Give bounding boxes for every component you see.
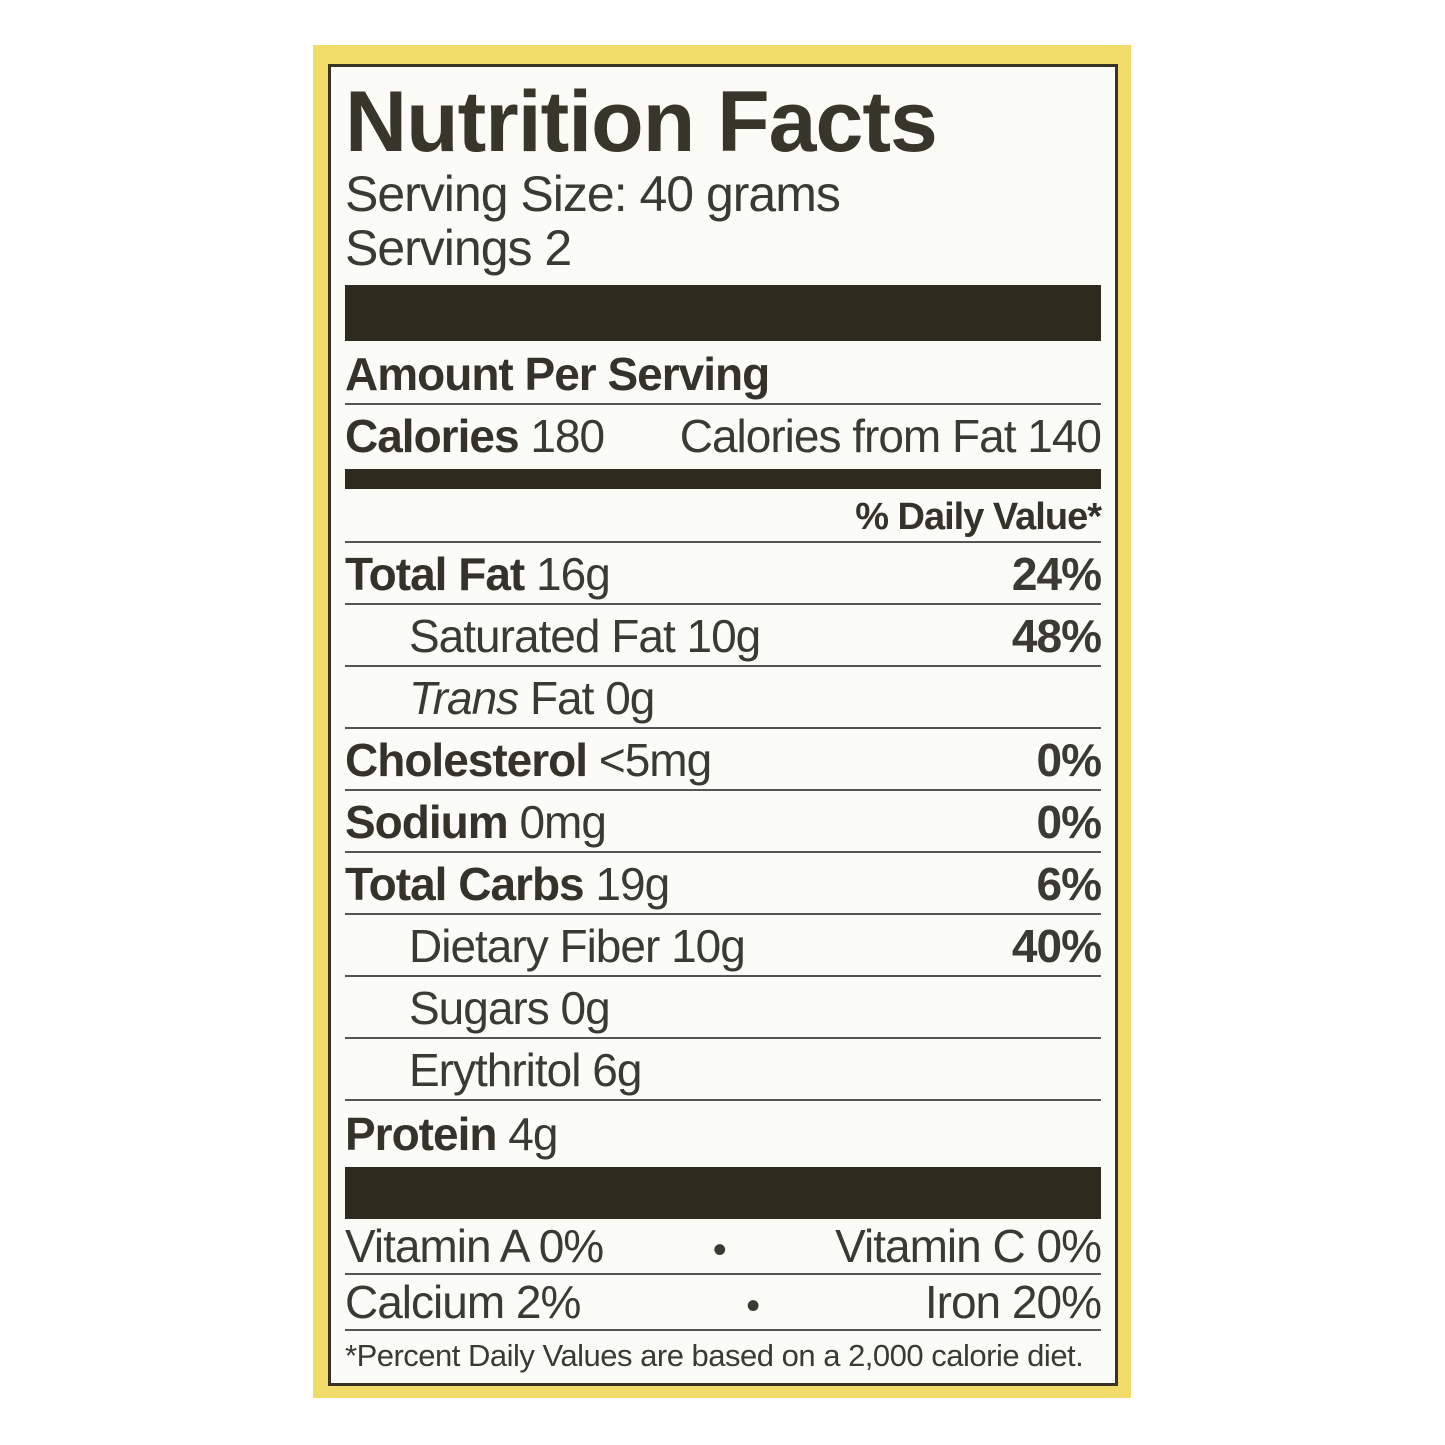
mineral-row: Calcium 2% • Iron 20%	[345, 1275, 1102, 1331]
medium-divider	[345, 469, 1101, 489]
nutrition-facts-label: Nutrition Facts Serving Size: 40 grams S…	[328, 64, 1118, 1386]
nutrient-amount: 19g	[595, 858, 670, 910]
footnote: *Percent Daily Values are based on a 2,0…	[345, 1338, 1084, 1373]
nutrient-row-dietary-fiber: Dietary Fiber 10g 40%	[345, 915, 1102, 977]
calories-label: Calories	[345, 410, 520, 462]
bullet-separator: •	[746, 1284, 760, 1328]
nutrient-row-total-fat: Total Fat 16g 24%	[345, 543, 1102, 605]
nutrient-amount: 16g	[536, 548, 611, 600]
nutrient-label: Saturated Fat	[409, 610, 676, 662]
amount-per-serving: Amount Per Serving	[345, 341, 1101, 405]
bullet-separator: •	[712, 1228, 727, 1272]
nutrient-row-cholesterol: Cholesterol <5mg 0%	[345, 729, 1102, 791]
nutrient-amount: <5mg	[598, 734, 712, 786]
calories-from-fat-label: Calories from Fat	[679, 410, 1017, 462]
nutrient-amount: 6g	[592, 1044, 642, 1096]
nutrient-label: Dietary Fiber	[409, 920, 660, 972]
nutrient-amount: 0mg	[519, 796, 606, 848]
nutrient-dv: 0%	[1036, 796, 1102, 848]
nutrient-row-protein: Protein 4g	[345, 1101, 1101, 1163]
nutrient-dv: 24%	[1011, 548, 1102, 600]
nutrient-dv: 6%	[1036, 858, 1102, 910]
amount-per-serving-label: Amount Per Serving	[345, 348, 770, 400]
nutrient-label: Total Carbs	[345, 858, 585, 910]
nutrient-row-total-carbs: Total Carbs 19g 6%	[345, 853, 1102, 915]
nutrient-amount: 4g	[508, 1108, 558, 1160]
nutrient-amount: 10g	[671, 920, 746, 972]
daily-value-header: % Daily Value*	[345, 489, 1102, 543]
nutrient-amount: Fat 0g	[529, 672, 655, 724]
vitamin-a: Vitamin A 0%	[345, 1220, 604, 1272]
nutrient-dv: 0%	[1036, 734, 1102, 786]
serving-size: Serving Size: 40 grams	[345, 166, 841, 222]
nutrient-dv: 48%	[1011, 610, 1102, 662]
nutrient-dv: 40%	[1011, 920, 1102, 972]
calcium: Calcium 2%	[345, 1276, 581, 1328]
vitamin-c: Vitamin C 0%	[835, 1220, 1102, 1272]
thick-divider	[345, 1167, 1101, 1219]
nutrient-label: Sugars	[409, 982, 550, 1034]
nutrient-amount: 0g	[560, 982, 611, 1034]
servings: Servings 2	[345, 220, 572, 276]
nutrient-label: Total Fat	[345, 548, 525, 600]
nutrient-row-saturated-fat: Saturated Fat 10g 48%	[345, 605, 1102, 667]
nutrient-label: Trans	[409, 672, 519, 724]
nutrient-amount: 10g	[686, 610, 762, 662]
iron: Iron 20%	[924, 1276, 1102, 1328]
nutrient-row-trans-fat: Trans Fat 0g	[345, 667, 1101, 729]
thick-divider	[345, 285, 1101, 341]
vitamin-row: Vitamin A 0% • Vitamin C 0%	[345, 1219, 1102, 1275]
nutrient-label: Protein	[345, 1108, 497, 1160]
calories-row: Calories 180 Calories from Fat 140	[345, 405, 1102, 465]
nutrient-row-erythritol: Erythritol 6g	[345, 1039, 1101, 1101]
daily-value-header-text: % Daily Value*	[855, 496, 1102, 538]
nutrient-row-sugars: Sugars 0g	[345, 977, 1101, 1039]
nutrient-label: Sodium	[345, 796, 509, 848]
nutrient-label: Erythritol	[409, 1044, 581, 1096]
calories-from-fat-value: 140	[1027, 410, 1102, 462]
calories-value: 180	[530, 410, 605, 462]
nutrient-label: Cholesterol	[345, 734, 588, 786]
label-title: Nutrition Facts	[345, 74, 938, 170]
nutrient-row-sodium: Sodium 0mg 0%	[345, 791, 1102, 853]
